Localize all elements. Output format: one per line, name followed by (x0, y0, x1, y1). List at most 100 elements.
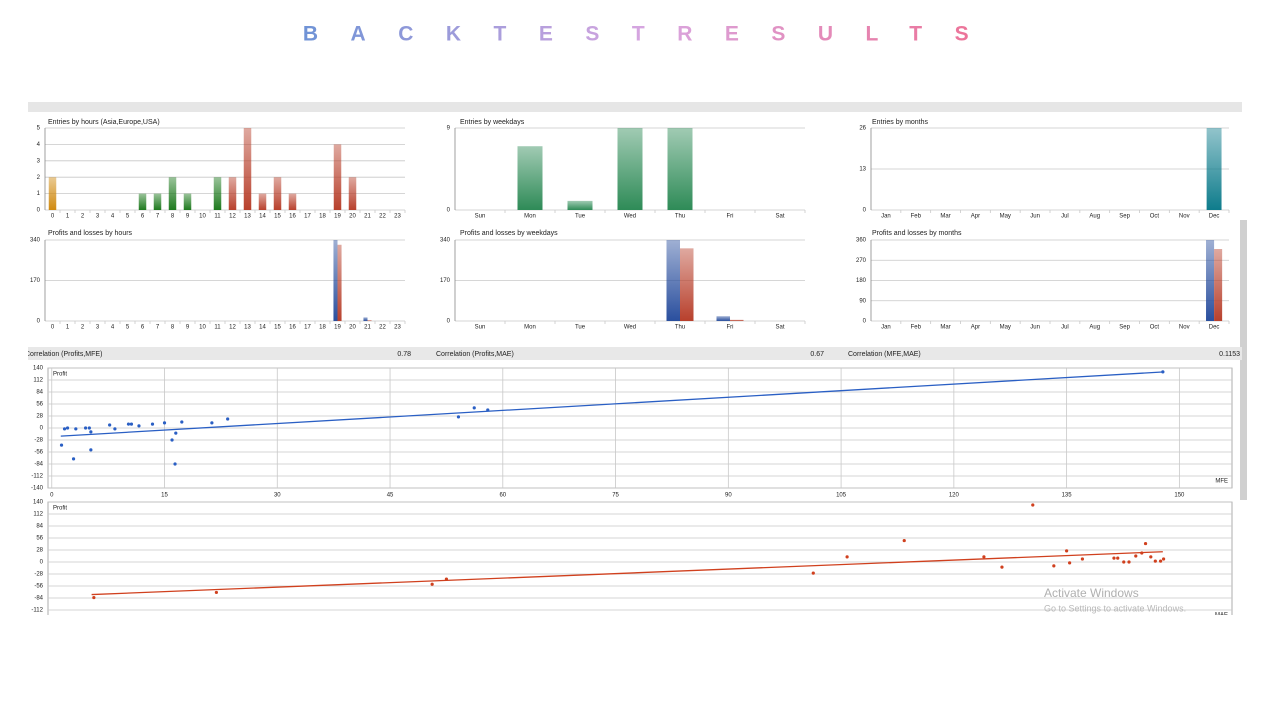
x-tick-label: 9 (186, 325, 190, 331)
x-tick-label: Jun (1030, 214, 1040, 220)
x-tick-label: 30 (274, 493, 281, 499)
x-tick-label: Mon (524, 325, 536, 331)
x-tick-label: 13 (244, 214, 251, 220)
x-tick-label: 15 (161, 493, 168, 499)
scrollbar[interactable] (1240, 220, 1247, 500)
y-tick-label: 270 (856, 258, 867, 264)
y-tick-label: 0 (863, 319, 867, 325)
x-tick-label: 3 (96, 325, 100, 331)
x-tick-label: 20 (349, 214, 356, 220)
point (126, 422, 131, 426)
point (1112, 556, 1116, 560)
x-tick-label: May (1000, 214, 1011, 220)
y-tick-label: 0 (37, 319, 41, 325)
x-tick-label: 16 (289, 214, 296, 220)
y-tick-label: 28 (36, 414, 43, 420)
bar (716, 316, 730, 321)
x-tick-label: Sep (1119, 325, 1130, 331)
point (137, 424, 141, 428)
bar (288, 193, 297, 210)
x-tick-label: 19 (334, 214, 341, 220)
y-tick-label: -84 (34, 596, 43, 602)
y-tick-label: 56 (36, 536, 43, 542)
correlation-value: 0.78 (397, 351, 411, 358)
y-tick-label: 112 (33, 378, 43, 384)
x-tick-label: 15 (274, 214, 281, 220)
x-tick-label: 6 (141, 325, 145, 331)
point (62, 427, 67, 431)
y-tick-label: -84 (34, 462, 43, 468)
x-tick-label: 4 (111, 214, 115, 220)
x-tick-label: Sep (1119, 214, 1130, 220)
x-tick-label: Sat (775, 325, 784, 331)
bar (1206, 128, 1222, 210)
overlay-title: Activate Windows (1044, 586, 1139, 600)
point (444, 577, 449, 581)
x-tick-label: 22 (379, 214, 386, 220)
y-tick-label: 340 (30, 238, 41, 244)
x-tick-label: Jul (1061, 325, 1069, 331)
x-tick-label: 0 (50, 493, 54, 499)
y-tick-label: 180 (856, 278, 867, 284)
y-tick-label: 3 (37, 158, 41, 164)
panel-header (28, 102, 1242, 112)
point (486, 408, 490, 412)
bar (213, 177, 222, 210)
y-tick-label: 5 (37, 126, 41, 132)
point (1052, 564, 1056, 568)
point (430, 582, 434, 586)
x-tick-label: 120 (949, 493, 960, 499)
x-tick-label: 16 (289, 325, 296, 331)
x-tick-label: 12 (229, 325, 236, 331)
correlation-label: Correlation (Profits,MAE) (436, 351, 514, 358)
y-tick-label: 1 (37, 191, 41, 197)
bar (337, 244, 342, 321)
x-tick-label: Nov (1179, 214, 1190, 220)
point (1031, 503, 1035, 507)
bar (138, 193, 147, 210)
x-tick-label: Thu (675, 214, 685, 220)
point (1161, 370, 1165, 374)
y-tick-label: 0 (37, 208, 41, 214)
x-tick-label: Jul (1061, 214, 1069, 220)
point (456, 415, 461, 419)
y-tick-label: 13 (859, 167, 866, 173)
y-tick-label: 0 (40, 560, 44, 566)
x-tick-label: 3 (96, 214, 100, 220)
bar (517, 146, 543, 210)
point (162, 421, 167, 425)
bar (730, 319, 744, 321)
x-tick-label: Tue (575, 325, 586, 331)
overlay-subtitle: Go to Settings to activate Windows. (1044, 603, 1186, 613)
y-tick-label: 0 (447, 319, 451, 325)
y-tick-label: 170 (30, 278, 41, 284)
x-tick-label: Mar (940, 214, 950, 220)
bar (567, 200, 593, 210)
x-tick-label: Feb (911, 214, 922, 220)
chart-title: Profits and losses by hours (48, 230, 133, 237)
x-tick-label: 8 (171, 325, 175, 331)
x-tick-label: 45 (387, 493, 394, 499)
y-tick-label: 170 (440, 278, 451, 284)
x-tick-label: 11 (214, 214, 221, 220)
bar (153, 193, 162, 210)
plot-frame (47, 501, 1233, 615)
point (87, 426, 91, 430)
bar (348, 177, 357, 210)
x-tick-label: Oct (1150, 214, 1160, 220)
correlation-value: 0.67 (810, 351, 824, 358)
bar (183, 193, 192, 210)
x-tick-label: 5 (126, 214, 130, 220)
bar (168, 177, 177, 210)
point (1149, 555, 1153, 559)
x-tick-label: 13 (244, 325, 251, 331)
x-tick-label: 18 (319, 214, 326, 220)
y-tick-label: 90 (859, 298, 866, 304)
x-tick-label: Dec (1209, 214, 1220, 220)
bar (1214, 249, 1223, 321)
x-tick-label: Sun (475, 325, 486, 331)
x-tick-label: Apr (971, 214, 980, 220)
x-tick-label: 11 (214, 325, 221, 331)
x-tick-label: Dec (1209, 325, 1220, 331)
